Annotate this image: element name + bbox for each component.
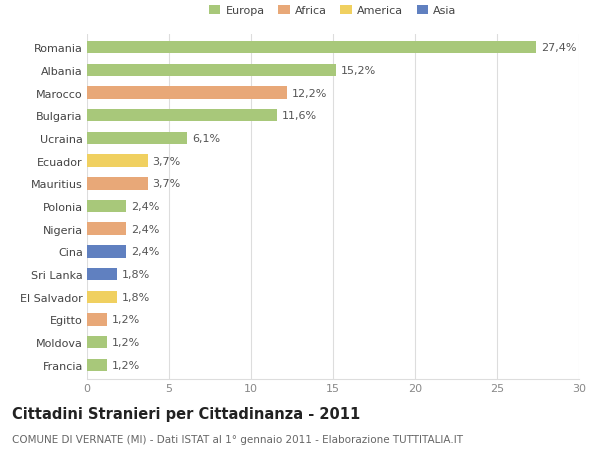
Bar — [87, 178, 148, 190]
Text: 2,4%: 2,4% — [131, 247, 160, 257]
Text: 1,2%: 1,2% — [112, 337, 140, 347]
Bar — [87, 132, 187, 145]
Text: 1,8%: 1,8% — [121, 292, 149, 302]
Bar — [87, 200, 127, 213]
Text: 2,4%: 2,4% — [131, 202, 160, 212]
Bar — [87, 64, 336, 77]
Text: 15,2%: 15,2% — [341, 66, 376, 76]
Bar — [87, 268, 116, 281]
Bar — [87, 291, 116, 303]
Text: 3,7%: 3,7% — [152, 179, 181, 189]
Bar — [87, 87, 287, 100]
Text: 12,2%: 12,2% — [292, 88, 328, 98]
Text: Cittadini Stranieri per Cittadinanza - 2011: Cittadini Stranieri per Cittadinanza - 2… — [12, 406, 360, 421]
Bar — [87, 110, 277, 122]
Legend: Europa, Africa, America, Asia: Europa, Africa, America, Asia — [209, 6, 457, 16]
Bar — [87, 336, 107, 349]
Bar — [87, 359, 107, 371]
Bar — [87, 223, 127, 235]
Text: 27,4%: 27,4% — [541, 43, 577, 53]
Bar — [87, 42, 536, 54]
Bar — [87, 246, 127, 258]
Text: 2,4%: 2,4% — [131, 224, 160, 234]
Text: 3,7%: 3,7% — [152, 156, 181, 166]
Text: 11,6%: 11,6% — [282, 111, 317, 121]
Text: 1,2%: 1,2% — [112, 360, 140, 370]
Bar — [87, 155, 148, 168]
Text: 6,1%: 6,1% — [192, 134, 220, 144]
Text: COMUNE DI VERNATE (MI) - Dati ISTAT al 1° gennaio 2011 - Elaborazione TUTTITALIA: COMUNE DI VERNATE (MI) - Dati ISTAT al 1… — [12, 434, 463, 444]
Text: 1,2%: 1,2% — [112, 315, 140, 325]
Text: 1,8%: 1,8% — [121, 269, 149, 280]
Bar — [87, 313, 107, 326]
